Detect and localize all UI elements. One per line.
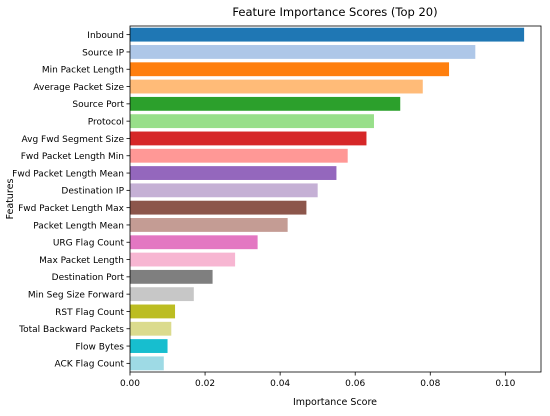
y-tick-label: RST Flag Count [55,308,124,318]
bar [130,131,367,146]
y-tick-label: Average Packet Size [33,83,124,93]
y-tick-label: Protocol [88,117,124,127]
bar [130,269,213,284]
x-axis-label: Importance Score [293,397,377,408]
bar [130,148,348,163]
y-tick-label: Flow Bytes [75,342,124,352]
y-tick-label: Total Backward Packets [18,325,124,335]
bar [130,339,168,353]
plot-area: Inbound Source IP Min Packet Length Average… [12,25,542,389]
x-tick-label: 0.04 [270,379,290,389]
y-tick-label: Fwd Packet Length Min [21,152,124,162]
bar [130,45,476,59]
y-tick-label: Fwd Packet Length Mean [12,169,124,179]
bar [130,218,288,232]
y-tick-label: Packet Length Mean [33,221,124,231]
bar [130,356,164,371]
y-tick-label: Destination IP [61,187,124,197]
x-tick-label: 0.10 [495,379,515,389]
x-tick-label: 0.06 [345,379,365,389]
y-tick-label: Avg Fwd Segment Size [22,135,125,145]
bar [130,62,450,77]
y-tick-label: URG Flag Count [53,239,125,249]
plot-frame [129,25,542,373]
bar [130,321,172,336]
x-tick-label: 0.08 [420,379,440,389]
y-tick-label: Destination Port [52,273,125,283]
chart-title: Feature Importance Scores (Top 20) [232,5,437,19]
bar [130,96,401,111]
y-axis-label: Features [5,179,16,220]
y-tick-label: ACK Flag Count [54,360,124,370]
y-tick-label: Min Seg Size Forward [28,290,124,300]
bar [130,252,236,267]
bar [130,235,258,250]
bar [130,200,307,215]
y-tick-label: Fwd Packet Length Max [18,204,125,214]
x-tick-label: 0.02 [195,379,215,389]
bar [130,114,374,129]
bar [130,304,176,319]
bar [130,27,525,42]
y-tick-label: Max Packet Length [39,256,124,266]
y-tick-label: Source Port [72,100,124,110]
y-tick-label: Min Packet Length [42,66,124,76]
bar [130,79,423,94]
bar [130,287,194,302]
bar [130,183,318,198]
bar [130,166,337,180]
y-tick-label: Inbound [87,31,124,41]
x-tick-label: 0.00 [120,379,140,389]
y-tick-label: Source IP [82,48,124,58]
